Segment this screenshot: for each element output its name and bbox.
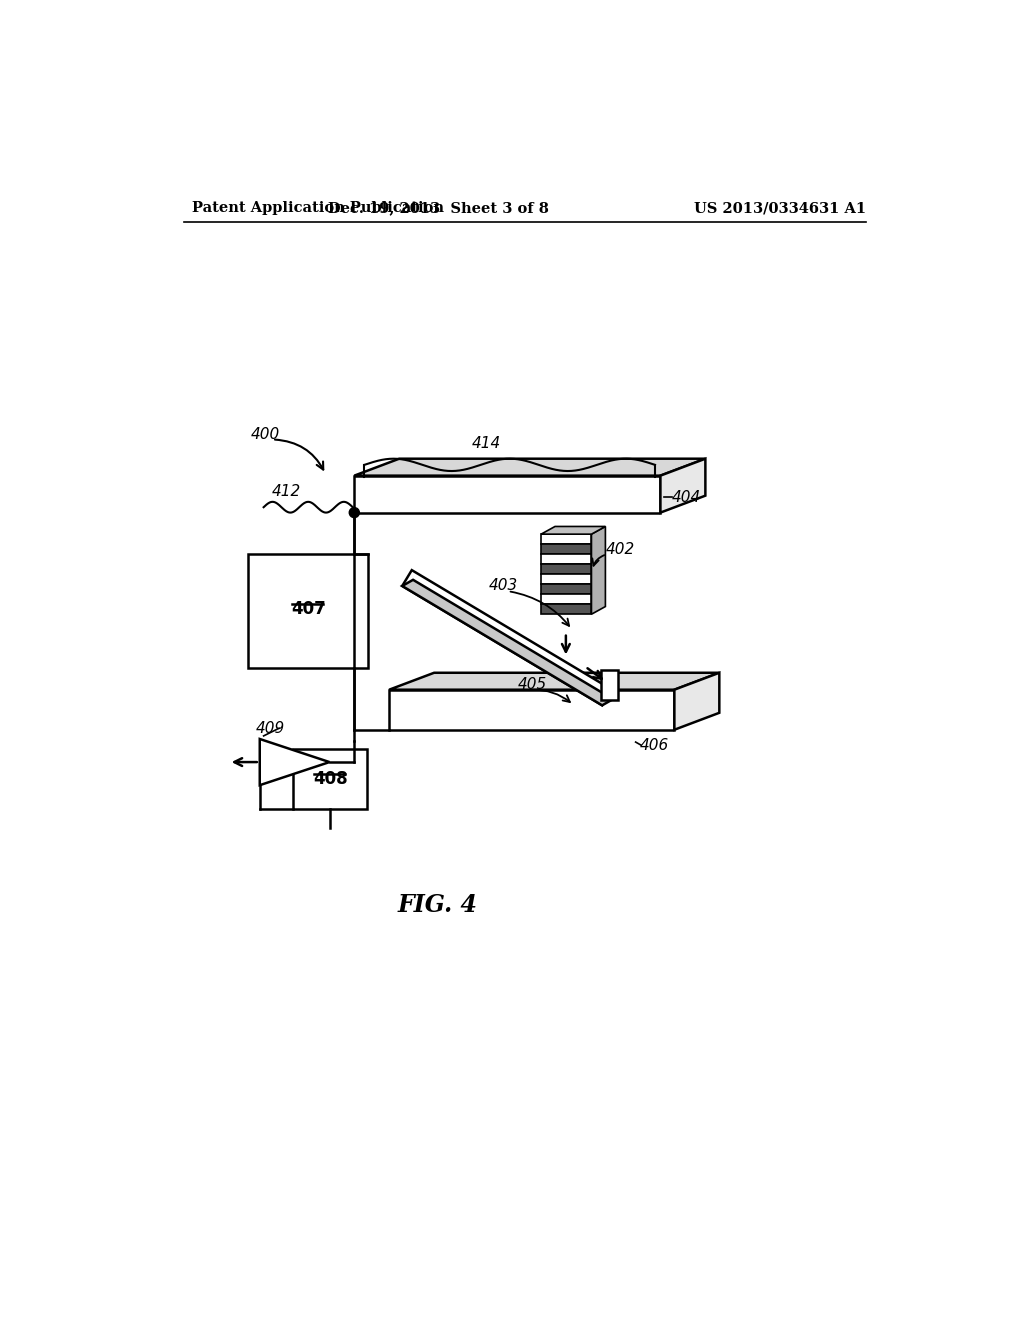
Text: 406: 406	[640, 738, 669, 752]
Text: 400: 400	[251, 426, 280, 442]
Text: 403: 403	[489, 578, 518, 593]
Polygon shape	[541, 605, 592, 614]
Text: 405: 405	[518, 677, 547, 692]
Polygon shape	[354, 459, 706, 475]
Text: 412: 412	[271, 483, 301, 499]
Polygon shape	[389, 689, 675, 730]
Text: FIG. 4: FIG. 4	[398, 894, 478, 917]
Polygon shape	[260, 739, 330, 785]
Polygon shape	[354, 475, 660, 512]
Text: 408: 408	[313, 770, 347, 788]
FancyBboxPatch shape	[293, 748, 368, 809]
Circle shape	[349, 508, 359, 517]
Text: Dec. 19, 2013  Sheet 3 of 8: Dec. 19, 2013 Sheet 3 of 8	[328, 202, 549, 215]
Text: 407: 407	[291, 599, 326, 618]
Polygon shape	[541, 574, 592, 585]
Polygon shape	[541, 527, 605, 535]
Text: 414: 414	[471, 436, 501, 451]
Polygon shape	[660, 459, 706, 512]
Polygon shape	[541, 594, 592, 605]
Polygon shape	[675, 673, 719, 730]
Text: Patent Application Publication: Patent Application Publication	[191, 202, 443, 215]
Polygon shape	[402, 579, 613, 705]
Polygon shape	[402, 570, 611, 705]
FancyBboxPatch shape	[248, 554, 369, 668]
Polygon shape	[601, 671, 617, 700]
Polygon shape	[592, 527, 605, 614]
Polygon shape	[541, 585, 592, 594]
Text: US 2013/0334631 A1: US 2013/0334631 A1	[693, 202, 866, 215]
Text: 402: 402	[606, 543, 636, 557]
Polygon shape	[541, 535, 592, 544]
Polygon shape	[541, 564, 592, 574]
Polygon shape	[541, 554, 592, 564]
Polygon shape	[389, 673, 719, 689]
Text: 409: 409	[256, 721, 285, 735]
Polygon shape	[541, 544, 592, 554]
Text: 404: 404	[672, 490, 701, 504]
